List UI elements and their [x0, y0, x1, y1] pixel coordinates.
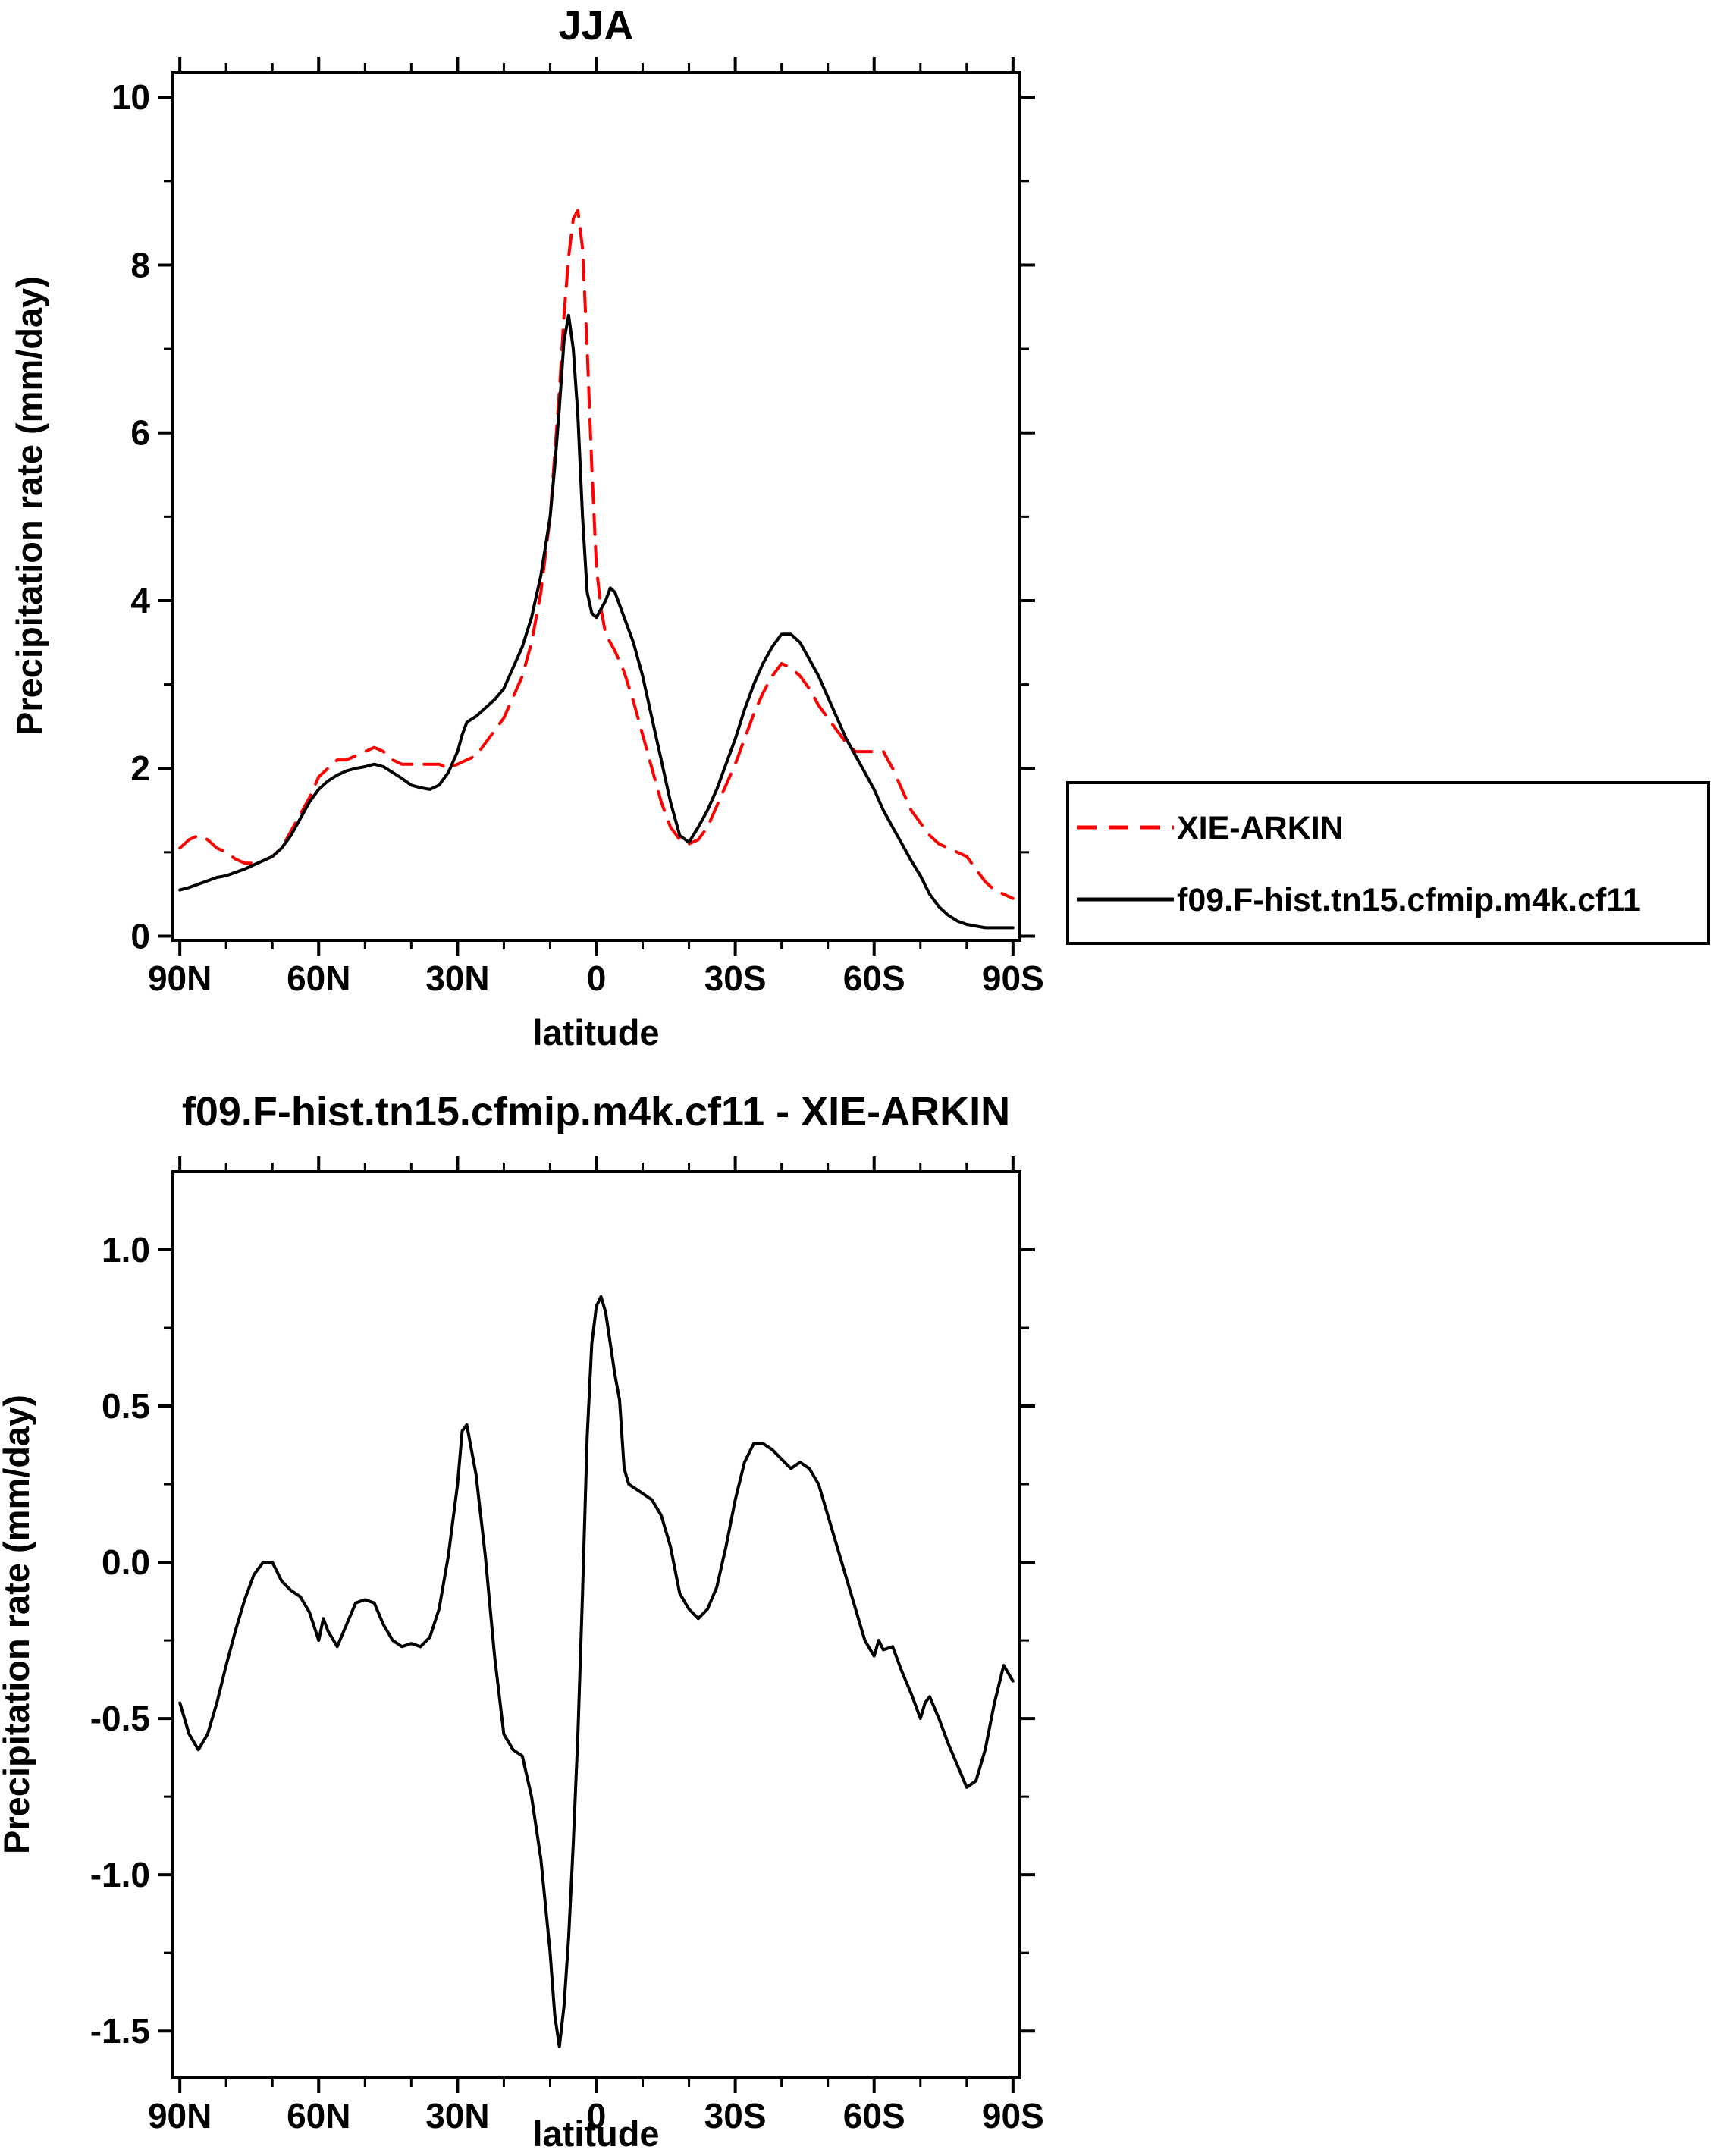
bottom-chart-ylabel: Precipitation rate (mm/day)	[0, 1395, 36, 1854]
top-chart-ylabel: Precipitation rate (mm/day)	[9, 276, 49, 736]
svg-text:0: 0	[587, 2096, 607, 2136]
bottom-chart-plot: 90N 60N 30N 0 30S 60S 90S -1.5 -1.0 -0.5 0.0 0.5 1.0	[90, 1156, 1044, 2136]
svg-text:2: 2	[130, 748, 150, 788]
svg-text:6: 6	[130, 413, 150, 453]
svg-text:30N: 30N	[425, 2096, 489, 2136]
svg-text:30N: 30N	[425, 959, 489, 998]
svg-text:-1.0: -1.0	[90, 1855, 150, 1894]
svg-text:90N: 90N	[148, 2096, 212, 2136]
svg-text:-0.5: -0.5	[90, 1699, 150, 1738]
top-chart-xlabel: latitude	[532, 1012, 659, 1053]
legend-label-xie-arkin: XIE-ARKIN	[1177, 810, 1344, 846]
bottom-chart-title: f09.F-hist.tn15.cfmip.m4k.cf11 - XIE-ARK…	[182, 1089, 1010, 1134]
legend-label-model: f09.F-hist.tn15.cfmip.m4k.cf11	[1177, 882, 1641, 918]
svg-text:60N: 60N	[287, 2096, 350, 2136]
svg-text:1.0: 1.0	[102, 1230, 150, 1269]
svg-text:10: 10	[111, 77, 150, 117]
top-chart-title: JJA	[558, 3, 633, 49]
legend-box	[1066, 781, 1710, 945]
svg-text:30S: 30S	[704, 2096, 767, 2136]
svg-text:0: 0	[587, 959, 607, 998]
svg-text:0.5: 0.5	[102, 1386, 150, 1426]
svg-text:30S: 30S	[704, 959, 767, 998]
svg-text:0.0: 0.0	[102, 1542, 150, 1582]
svg-text:4: 4	[130, 581, 150, 620]
svg-text:0: 0	[130, 916, 150, 956]
svg-text:60S: 60S	[843, 959, 905, 998]
svg-text:-1.5: -1.5	[90, 2011, 150, 2051]
svg-text:8: 8	[130, 245, 150, 284]
svg-text:90N: 90N	[148, 959, 212, 998]
svg-text:90S: 90S	[982, 959, 1044, 998]
svg-text:90S: 90S	[982, 2096, 1044, 2136]
legend: XIE-ARKIN f09.F-hist.tn15.cfmip.m4k.cf11	[1066, 781, 1710, 945]
svg-text:60N: 60N	[287, 959, 350, 998]
bottom-chart-xlabel: latitude	[532, 2114, 659, 2152]
top-chart-plot: 90N 60N 30N 0 30S 60S 90S 0 2 4 6 8 10	[111, 57, 1044, 998]
svg-text:60S: 60S	[843, 2096, 905, 2136]
